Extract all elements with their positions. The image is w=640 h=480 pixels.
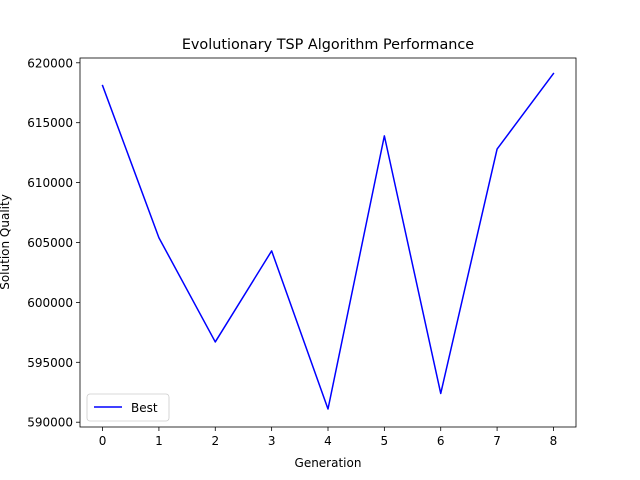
- x-tick-label: 4: [324, 434, 332, 448]
- chart-title: Evolutionary TSP Algorithm Performance: [182, 37, 474, 53]
- legend-box: [86, 393, 170, 422]
- y-tick-label: 620000: [27, 56, 73, 70]
- x-axis-ticks: 0 1 2 3 4 5 6 7 8: [99, 427, 558, 448]
- plot-area-frame: [79, 57, 577, 428]
- x-tick-label: 2: [211, 434, 219, 448]
- y-tick-label: 615000: [27, 116, 73, 130]
- x-tick-label: 3: [268, 434, 276, 448]
- x-tick-label: 5: [381, 434, 389, 448]
- plot-area-background: [80, 58, 576, 427]
- x-tick-label: 0: [99, 434, 107, 448]
- x-axis-label: Generation: [295, 456, 362, 470]
- legend: Best: [86, 393, 170, 422]
- series-line-best: [101, 72, 555, 410]
- y-axis-ticks: 590000 595000 600000 605000 610000 615000 6200…: [27, 56, 80, 430]
- x-tick-label: 6: [437, 434, 445, 448]
- y-axis-label: Solution Quality: [0, 194, 12, 290]
- y-tick-label: 610000: [27, 176, 73, 190]
- y-tick-label: 595000: [27, 356, 73, 370]
- x-tick-label: 8: [550, 434, 558, 448]
- y-tick-label: 605000: [27, 236, 73, 250]
- legend-label-best: Best: [131, 401, 158, 415]
- y-tick-label: 590000: [27, 416, 73, 430]
- x-tick-label: 7: [493, 434, 501, 448]
- y-tick-label: 600000: [27, 296, 73, 310]
- x-tick-label: 1: [155, 434, 163, 448]
